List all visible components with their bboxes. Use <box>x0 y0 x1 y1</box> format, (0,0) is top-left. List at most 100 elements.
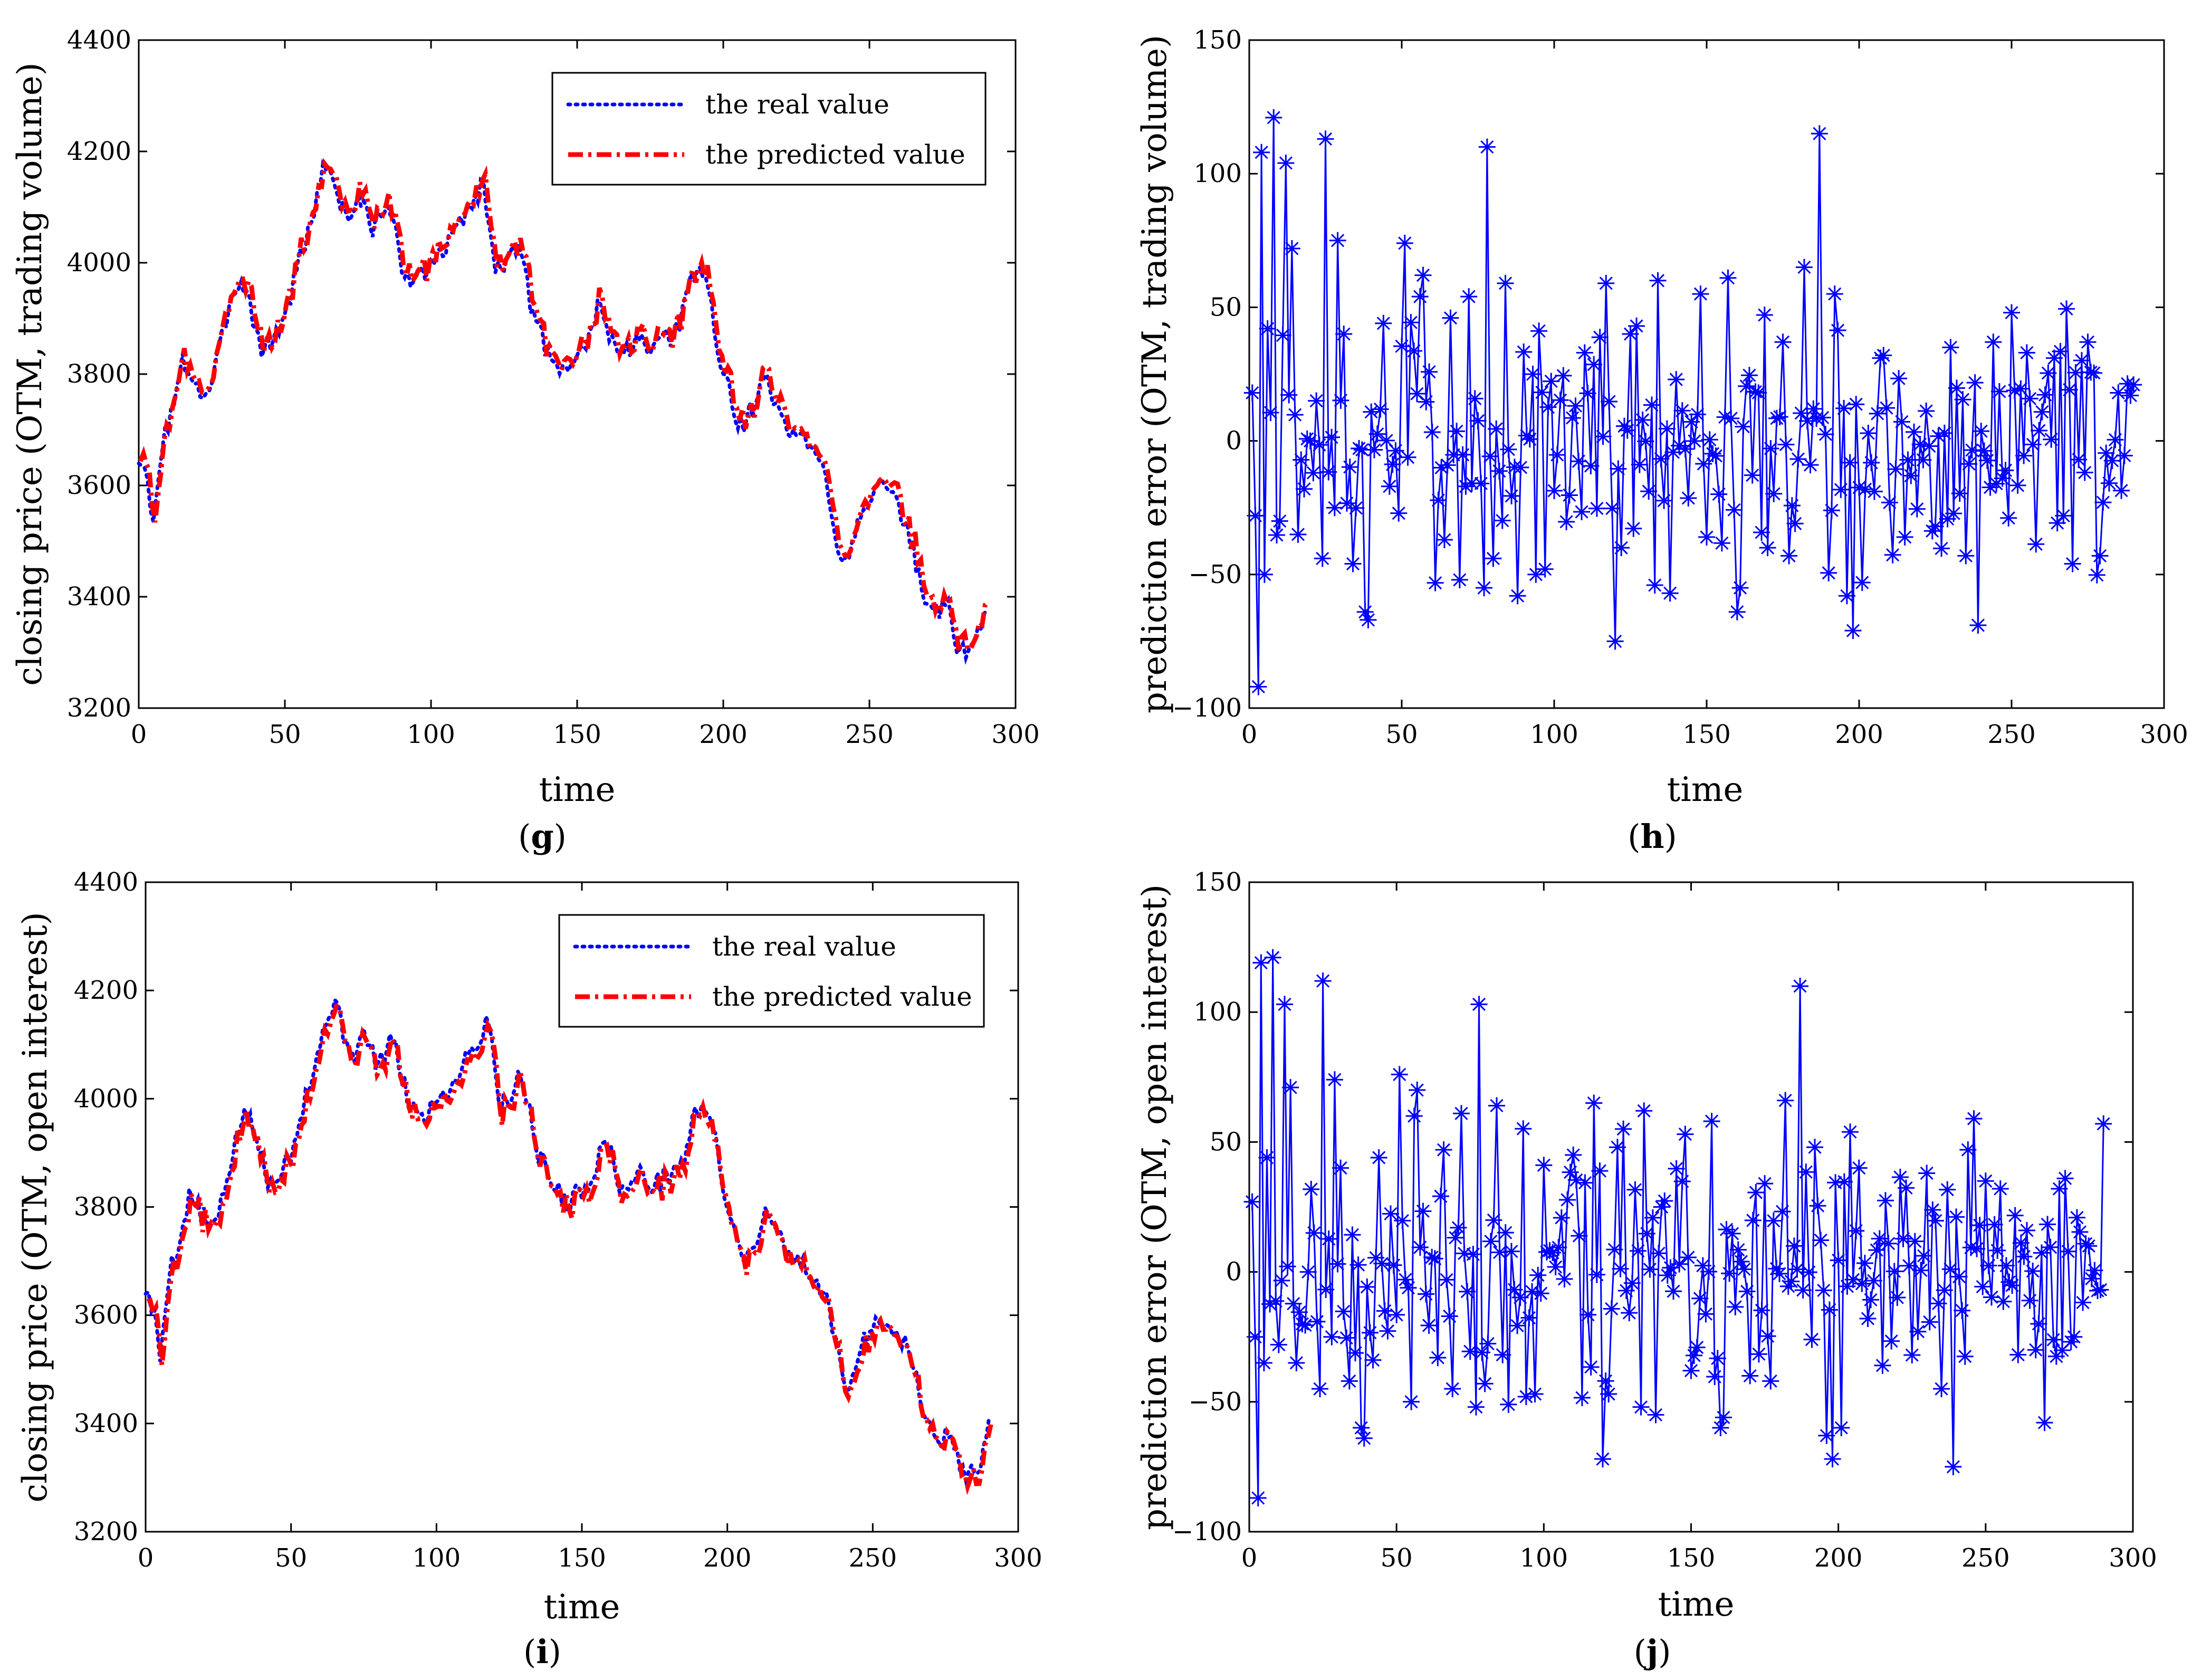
asterisk-marker <box>1954 1302 1971 1319</box>
error-point <box>1747 383 1764 400</box>
asterisk-marker <box>1918 402 1935 419</box>
asterisk-marker <box>1441 1307 1458 1325</box>
asterisk-marker <box>1418 393 1435 411</box>
asterisk-marker <box>1396 1271 1414 1288</box>
asterisk-marker <box>2061 381 2078 398</box>
error-point <box>1878 399 1896 417</box>
series-layer <box>137 158 990 665</box>
error-point <box>1255 1354 1272 1371</box>
error-point <box>1494 1346 1511 1363</box>
error-point <box>1296 480 1313 498</box>
error-point <box>1802 456 1819 474</box>
asterisk-marker <box>1421 363 1438 380</box>
asterisk-marker <box>1567 1171 1585 1189</box>
error-point <box>2060 1243 2077 1260</box>
asterisk-marker <box>2033 403 2051 421</box>
asterisk-marker <box>1612 1260 1629 1277</box>
asterisk-marker <box>1732 1253 1750 1270</box>
asterisk-marker <box>1615 417 1633 435</box>
error-point <box>1358 1278 1376 1296</box>
x-tick-label: 100 <box>413 1543 461 1573</box>
error-point <box>1990 383 2008 400</box>
error-point <box>1561 486 1578 504</box>
y-tick-label: 4000 <box>74 1084 138 1113</box>
error-point <box>1247 1328 1264 1345</box>
asterisk-marker <box>2073 352 2090 369</box>
y-tick-label: −50 <box>1189 1387 1242 1417</box>
asterisk-marker <box>2062 1333 2080 1351</box>
error-point <box>1546 482 1563 499</box>
error-point <box>1823 502 1840 519</box>
error-point <box>1697 1305 1715 1323</box>
x-tick-label: 200 <box>699 720 748 749</box>
error-point <box>1765 1212 1782 1229</box>
asterisk-marker <box>1638 1225 1655 1242</box>
asterisk-marker <box>1747 383 1764 400</box>
error-point <box>1956 1348 1974 1365</box>
asterisk-marker <box>1622 326 1639 343</box>
asterisk-marker <box>2004 1277 2021 1294</box>
error-point <box>1491 1244 1508 1261</box>
error-point <box>1721 1265 1738 1282</box>
error-point <box>2004 1277 2021 1294</box>
asterisk-marker <box>1310 436 1328 454</box>
asterisk-marker <box>1243 1193 1261 1210</box>
asterisk-marker <box>1299 1263 1317 1281</box>
error-point <box>1833 1419 1850 1437</box>
asterisk-marker <box>1863 454 1880 471</box>
legend-entry: the real value <box>705 89 889 120</box>
error-point <box>1423 423 1441 441</box>
error-point <box>1713 534 1730 552</box>
series-line-predicted <box>147 1003 993 1495</box>
error-point <box>1559 1191 1576 1208</box>
error-point <box>1564 409 1581 427</box>
asterisk-marker <box>1396 234 1413 252</box>
error-point <box>1603 500 1621 517</box>
asterisk-marker <box>1909 1323 1927 1340</box>
error-point <box>2009 1346 2027 1363</box>
asterisk-marker <box>1969 617 1987 634</box>
error-point <box>1594 428 1612 445</box>
error-point <box>1393 338 1410 355</box>
error-point <box>1915 451 1932 469</box>
asterisk-marker <box>1728 603 1746 621</box>
asterisk-marker <box>1680 490 1697 507</box>
asterisk-marker <box>1467 1398 1485 1416</box>
error-point <box>1478 138 1496 156</box>
asterisk-marker <box>1582 457 1600 475</box>
error-point <box>1983 1288 2000 1306</box>
asterisk-marker <box>1247 1328 1264 1345</box>
error-point <box>1515 343 1533 361</box>
asterisk-marker <box>1420 1317 1438 1334</box>
asterisk-marker <box>1698 528 1715 546</box>
series-line-predicted <box>138 158 990 653</box>
panel-label: (j) <box>1634 1633 1671 1671</box>
asterisk-marker <box>1373 1255 1391 1272</box>
error-point <box>1954 391 1971 408</box>
asterisk-marker <box>1276 996 1293 1013</box>
error-point <box>1460 288 1478 306</box>
error-point <box>1506 1281 1523 1299</box>
asterisk-marker <box>1323 428 1341 446</box>
asterisk-marker <box>2024 436 2042 453</box>
error-point <box>1859 1310 1877 1328</box>
error-point <box>1353 441 1371 459</box>
asterisk-marker <box>1479 1335 1497 1352</box>
error-point <box>1268 526 1286 543</box>
error-point <box>1719 269 1737 287</box>
error-point <box>1918 402 1935 419</box>
x-tick-label: 0 <box>1241 1543 1258 1573</box>
x-tick-label: 100 <box>1530 720 1578 749</box>
error-point <box>1500 441 1517 458</box>
asterisk-marker <box>1744 466 1761 484</box>
asterisk-marker <box>1768 409 1785 427</box>
error-point <box>1517 1388 1535 1405</box>
asterisk-marker <box>1960 455 1978 473</box>
asterisk-marker <box>1262 404 1279 421</box>
asterisk-marker <box>1915 1247 1932 1265</box>
asterisk-marker <box>1326 1071 1343 1089</box>
error-point <box>1414 1202 1432 1220</box>
error-point <box>1249 1489 1267 1506</box>
error-point <box>1515 1120 1532 1138</box>
asterisk-marker <box>1355 1429 1373 1447</box>
